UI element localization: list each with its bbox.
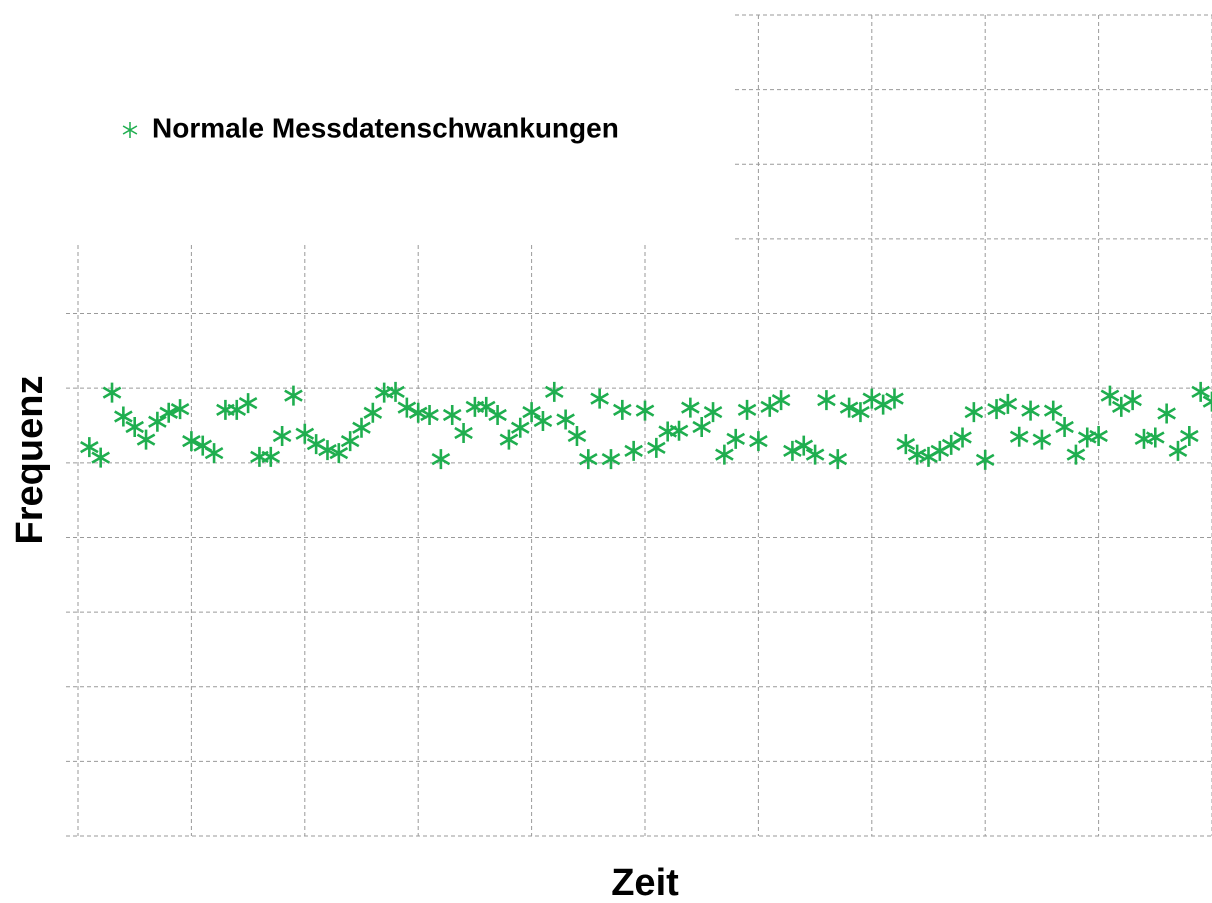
data-point <box>1066 444 1086 465</box>
data-point <box>318 440 337 461</box>
data-point <box>295 423 315 444</box>
data-point <box>635 400 655 421</box>
data-point <box>749 431 768 452</box>
data-point <box>102 382 122 403</box>
data-point <box>681 397 700 418</box>
data-point <box>1123 390 1142 411</box>
data-point <box>386 381 405 402</box>
data-point <box>578 449 598 470</box>
data-point <box>896 434 916 455</box>
data-point <box>1134 428 1154 449</box>
data-point <box>737 399 757 420</box>
data-point <box>1168 440 1188 461</box>
data-point <box>250 446 269 467</box>
data-point <box>1032 429 1052 450</box>
data-point <box>1089 425 1108 446</box>
data-point <box>930 440 950 461</box>
data-point <box>624 440 643 461</box>
data-point <box>1180 425 1199 446</box>
data-point <box>715 444 734 465</box>
data-point <box>80 437 99 458</box>
data-point <box>125 416 145 437</box>
data-point <box>1077 427 1097 448</box>
data-point <box>658 421 677 442</box>
data-point <box>159 402 179 423</box>
data-point <box>703 402 723 423</box>
data-point <box>1191 381 1210 402</box>
data-point <box>510 417 530 438</box>
data-point <box>862 388 882 409</box>
data-point <box>442 405 462 426</box>
data-point <box>363 402 383 423</box>
legend-marker <box>122 122 138 138</box>
data-point <box>431 449 451 470</box>
data-point <box>613 399 632 420</box>
data-point <box>851 402 870 423</box>
data-point <box>522 402 541 423</box>
x-axis-label: Zeit <box>611 862 679 903</box>
data-point <box>760 396 780 417</box>
data-point <box>114 406 133 427</box>
data-point <box>998 393 1018 414</box>
data-point <box>771 390 791 411</box>
data-point <box>476 396 496 417</box>
data-point <box>601 449 621 470</box>
data-point <box>261 446 281 467</box>
data-point <box>975 449 995 470</box>
data-point <box>238 393 258 414</box>
data-point <box>204 443 224 464</box>
data-point <box>1145 427 1165 448</box>
data-point <box>272 425 292 446</box>
data-point <box>567 425 587 446</box>
data-point <box>885 388 904 409</box>
data-point <box>488 405 507 426</box>
data-point <box>533 411 553 432</box>
legend-label: Normale Messdatenschwankungen <box>152 112 619 143</box>
data-point <box>941 434 961 455</box>
data-point <box>227 399 247 420</box>
data-point <box>1055 416 1074 437</box>
data-point <box>647 437 666 458</box>
data-point <box>964 402 984 423</box>
data-point <box>805 444 825 465</box>
data-point <box>1100 385 1120 406</box>
data-point <box>340 431 360 452</box>
data-point <box>692 416 712 437</box>
data-point <box>148 411 167 432</box>
data-point <box>465 396 485 417</box>
data-point <box>828 449 848 470</box>
data-point <box>1157 403 1176 424</box>
data-point <box>726 428 746 449</box>
data-point <box>408 402 428 423</box>
data-point <box>1043 400 1063 421</box>
data-point <box>669 420 689 441</box>
data-point <box>544 381 564 402</box>
data-point <box>794 435 814 456</box>
data-point <box>182 431 201 452</box>
data-point <box>329 443 349 464</box>
data-point <box>136 429 156 450</box>
data-point <box>839 397 859 418</box>
data-point <box>590 388 609 409</box>
data-point <box>1009 426 1029 447</box>
data-point <box>374 382 394 403</box>
data-point <box>873 394 893 415</box>
y-axis-label: Frequenz <box>9 376 51 545</box>
data-point <box>352 417 371 438</box>
data-point <box>953 427 972 448</box>
data-point <box>1202 391 1212 412</box>
data-point <box>284 385 303 406</box>
data-point <box>420 405 439 426</box>
data-point <box>454 422 473 443</box>
data-point <box>499 429 519 450</box>
data-point <box>817 390 836 411</box>
data-point <box>556 409 575 430</box>
data-point <box>216 399 235 420</box>
data-point <box>170 399 190 420</box>
data-point <box>1021 400 1040 421</box>
data-point <box>91 447 110 468</box>
data-point <box>907 444 927 465</box>
